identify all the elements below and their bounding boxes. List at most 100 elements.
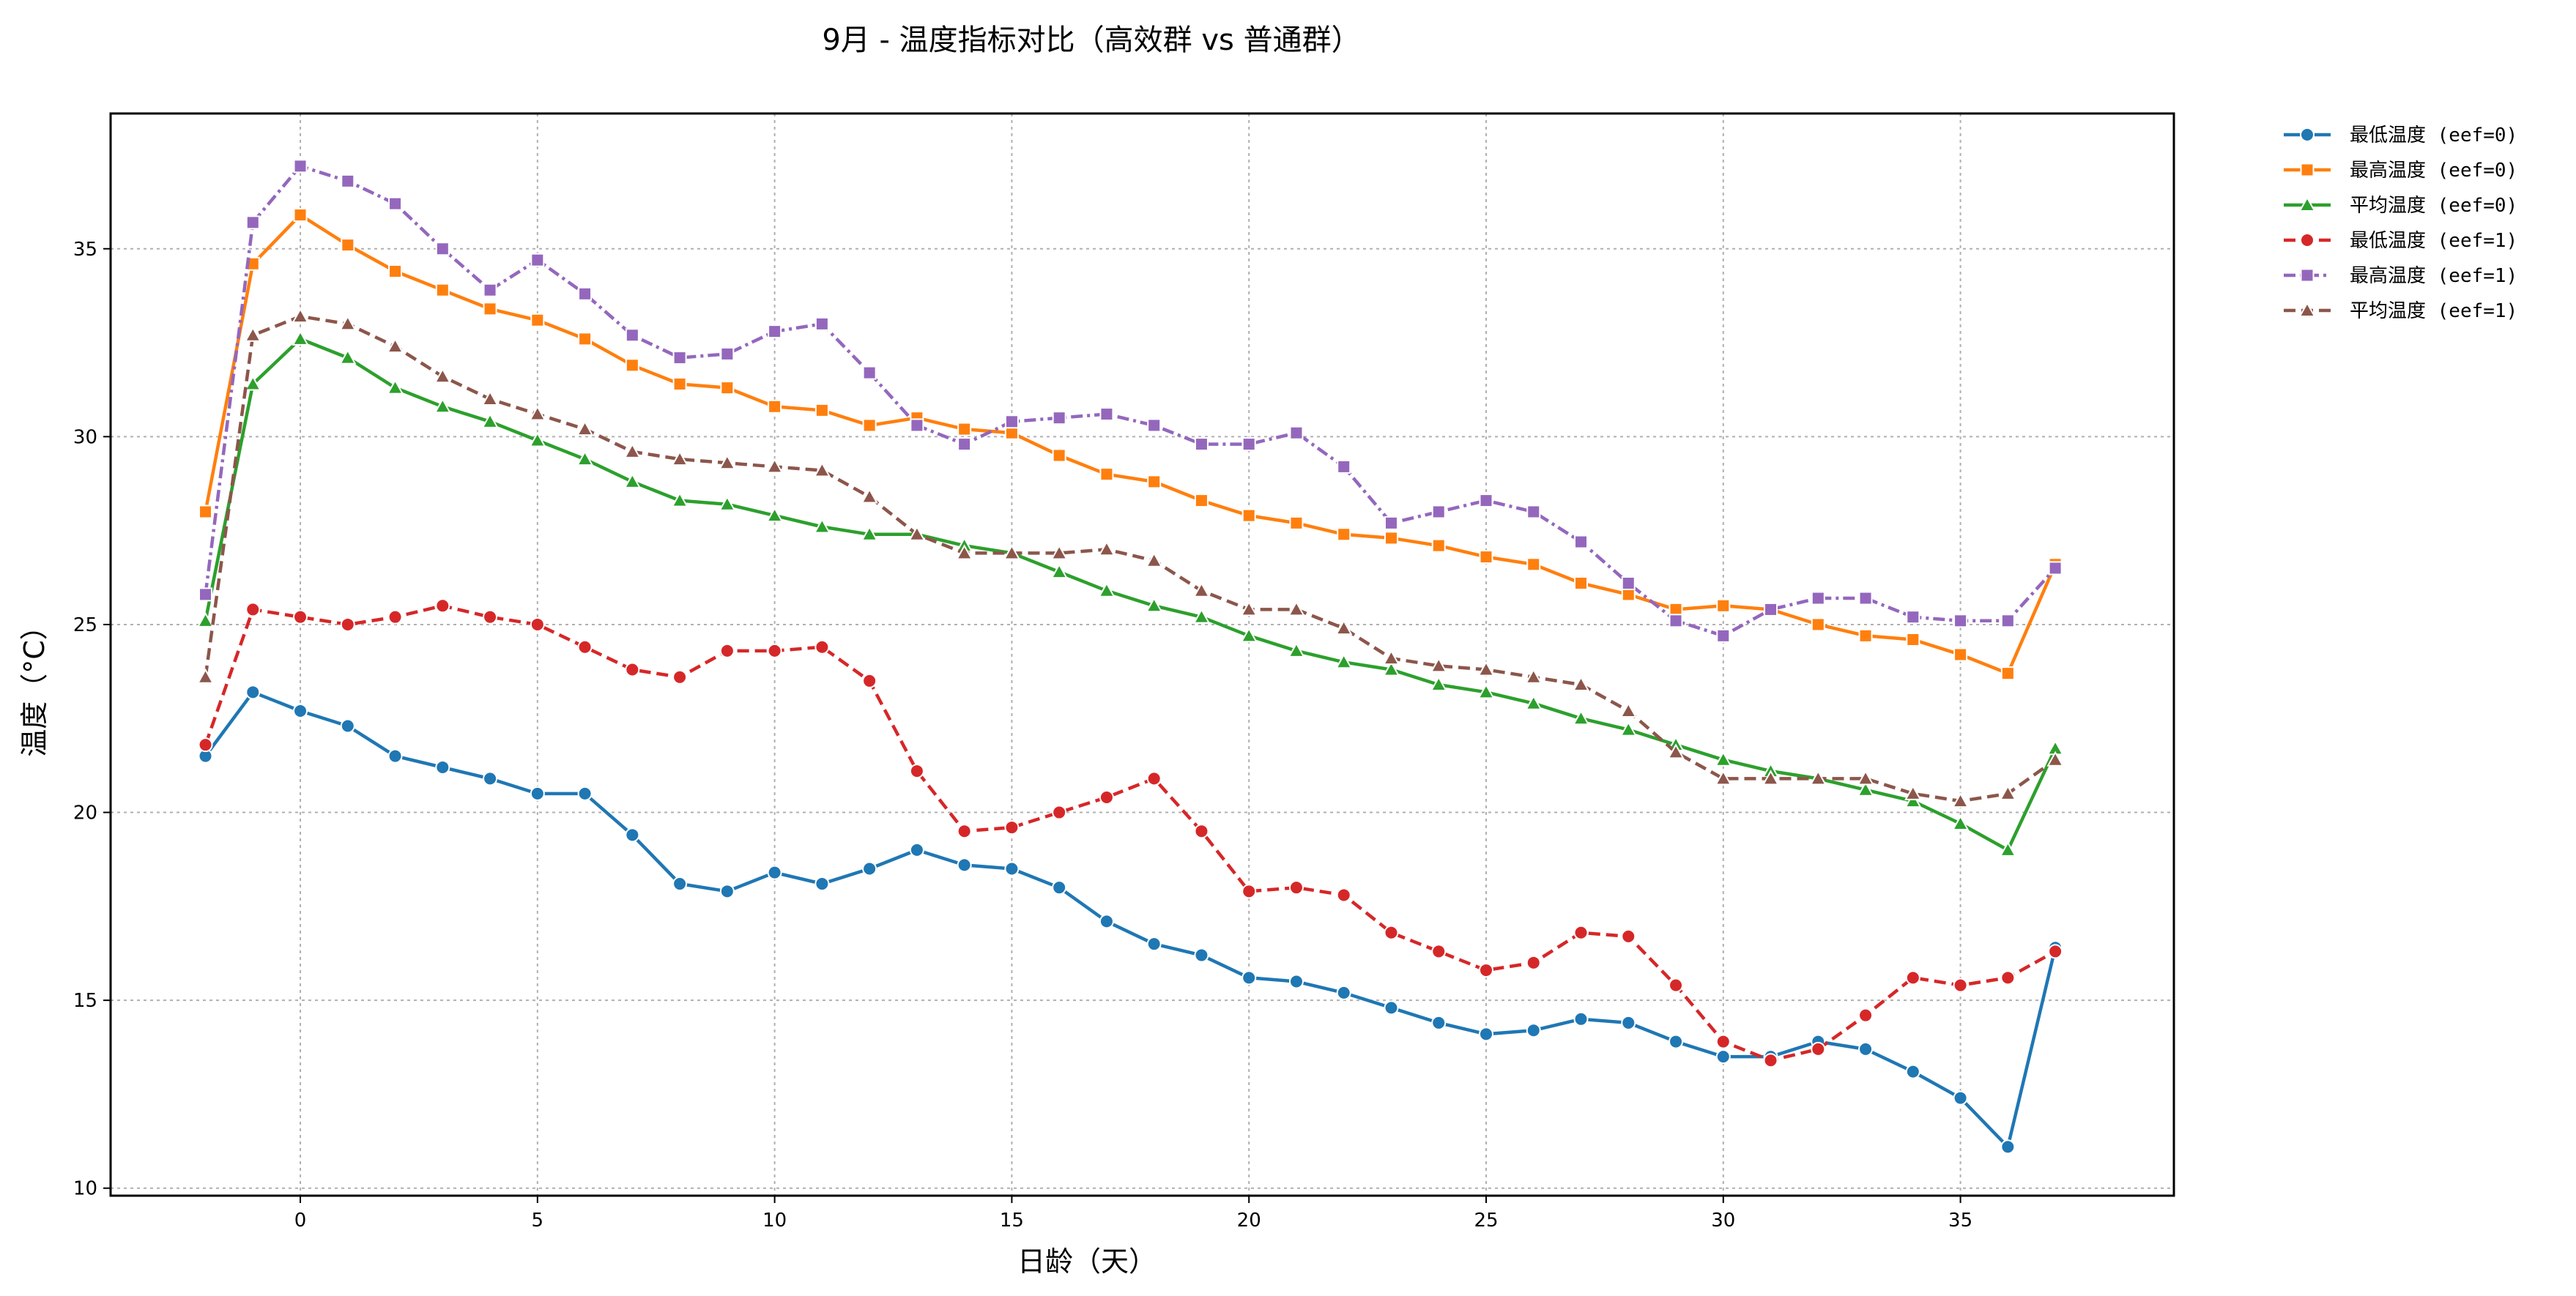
data-point <box>765 507 784 523</box>
data-point <box>625 827 640 843</box>
legend-marker <box>2298 301 2316 317</box>
data-point <box>1288 880 1304 895</box>
data-point <box>1145 597 1163 613</box>
data-point <box>1999 784 2017 800</box>
y-tick-label: 15 <box>73 990 97 1012</box>
data-point <box>1289 425 1304 440</box>
data-point <box>387 609 403 625</box>
data-point <box>388 264 403 279</box>
data-point <box>1147 474 1162 489</box>
legend-label: 最高温度 (eef=0) <box>2350 160 2517 182</box>
data-point <box>957 857 972 873</box>
data-point <box>1335 653 1353 669</box>
data-point <box>1619 720 1637 737</box>
data-point <box>292 329 309 346</box>
data-point <box>1905 1064 1920 1079</box>
series-line <box>204 314 2057 803</box>
data-point <box>957 422 972 436</box>
x-tick-label: 35 <box>1948 1210 1972 1232</box>
data-point <box>768 324 782 339</box>
series-6 <box>196 308 2064 808</box>
data-point <box>293 208 308 223</box>
data-point <box>1764 602 1778 617</box>
data-point <box>1715 770 1732 786</box>
series-3 <box>196 329 2064 857</box>
data-point <box>813 461 831 477</box>
data-point <box>623 472 642 488</box>
data-point <box>1573 925 1589 940</box>
x-tick-label: 5 <box>532 1210 544 1232</box>
data-point <box>1477 683 1495 699</box>
chart-title: 9月 - 温度指标对比（高效群 vs 普通群） <box>822 23 1360 57</box>
data-point <box>2048 561 2063 576</box>
data-point <box>719 454 736 470</box>
legend-marker <box>2298 195 2316 212</box>
data-point <box>481 412 499 428</box>
x-tick-label: 0 <box>294 1210 307 1232</box>
data-point <box>1335 619 1353 636</box>
data-point <box>957 437 972 452</box>
data-point <box>1669 614 1683 628</box>
data-point <box>1526 504 1541 519</box>
data-point <box>1953 614 1968 628</box>
data-point <box>341 174 355 188</box>
series-line <box>204 337 2057 852</box>
data-point <box>957 824 972 839</box>
data-point <box>1052 448 1066 463</box>
data-point <box>1240 600 1258 617</box>
data-point <box>1146 771 1162 786</box>
series-layer <box>196 159 2064 1155</box>
data-point <box>1906 610 1920 625</box>
data-point <box>434 368 452 384</box>
data-point <box>483 609 498 625</box>
data-point <box>1098 540 1116 556</box>
data-point <box>245 685 261 700</box>
data-point <box>386 379 404 395</box>
data-point <box>1951 792 1970 808</box>
data-point <box>578 286 593 301</box>
data-point <box>2046 751 2064 767</box>
data-point <box>1574 535 1589 549</box>
data-point <box>293 159 308 174</box>
data-point <box>1526 1023 1541 1038</box>
data-point <box>1194 824 1209 839</box>
data-point <box>862 418 877 433</box>
data-point <box>1953 647 1968 662</box>
data-point <box>1715 1049 1731 1065</box>
data-point <box>1241 970 1257 986</box>
data-point <box>625 662 640 677</box>
data-point <box>1241 508 1256 523</box>
data-point <box>1572 675 1590 692</box>
data-point <box>1289 515 1304 530</box>
legend-marker <box>2300 127 2315 142</box>
data-point <box>1572 710 1590 726</box>
data-point <box>1621 928 1636 944</box>
data-point <box>2000 970 2016 986</box>
data-point <box>1619 701 1637 718</box>
data-point <box>1003 544 1021 560</box>
data-point <box>198 587 213 602</box>
legend-label: 最低温度 (eef=0) <box>2350 124 2517 146</box>
data-point <box>1479 963 1493 978</box>
data-point <box>767 643 782 658</box>
data-point <box>198 737 213 753</box>
data-point <box>578 332 593 346</box>
data-point <box>1573 1011 1589 1027</box>
data-point <box>671 491 688 507</box>
legend-label: 最低温度 (eef=1) <box>2350 230 2517 252</box>
data-point <box>1004 861 1020 876</box>
data-point <box>671 450 688 466</box>
data-point <box>1669 1034 1684 1049</box>
data-point <box>530 253 545 267</box>
data-point <box>1337 459 1351 474</box>
data-point <box>1147 418 1162 433</box>
data-point <box>720 381 735 395</box>
data-point <box>244 375 261 391</box>
x-axis: 0 5 10 15 20 25 30 35 <box>294 1196 1972 1232</box>
data-point <box>1431 1015 1447 1030</box>
data-point <box>1384 925 1399 940</box>
data-point <box>719 884 735 899</box>
data-point <box>1716 598 1731 613</box>
data-point <box>1525 694 1543 710</box>
x-tick-label: 15 <box>1000 1210 1024 1232</box>
